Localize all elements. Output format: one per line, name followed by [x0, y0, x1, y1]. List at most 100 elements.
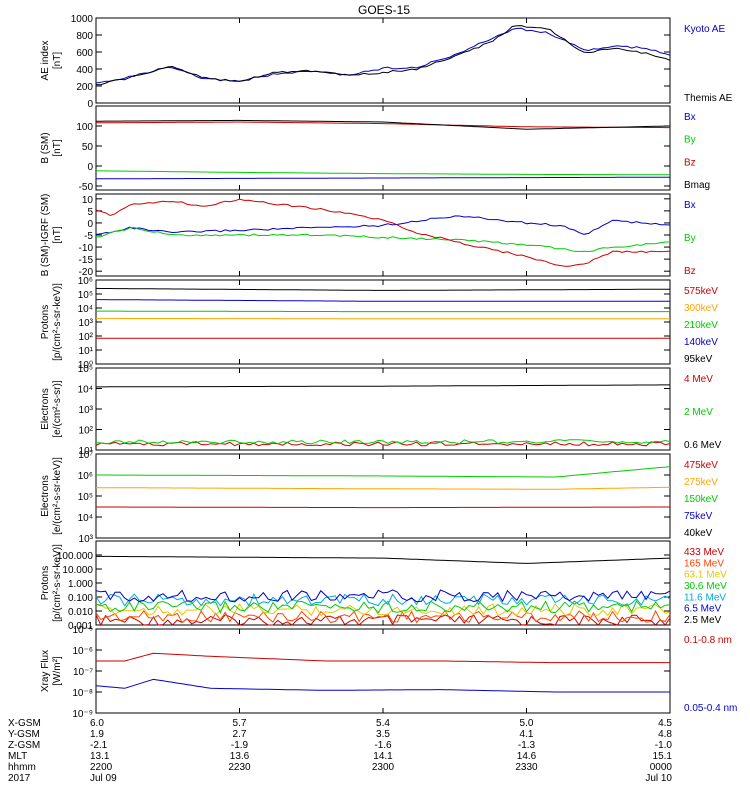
ephemeris-value: 5.7 — [233, 718, 247, 729]
series-line-11-6-mev — [95, 592, 671, 607]
ytick-label: -5 — [84, 231, 93, 242]
ytick-label: 800 — [76, 31, 93, 42]
ephemeris-value: 5.0 — [520, 718, 534, 729]
ytick-label: -10 — [79, 243, 94, 254]
ylabel: [nT] — [52, 52, 63, 69]
series-line-140kev — [96, 299, 670, 302]
legend-entry: Bz — [684, 266, 696, 277]
legend-entry: 433 MeV — [684, 547, 724, 558]
ephemeris-value: 2330 — [515, 762, 538, 773]
series-line-0-05-0-4-nm — [95, 678, 670, 693]
ytick-label: 600 — [76, 48, 93, 59]
ephemeris-value: 1.9 — [90, 729, 104, 740]
series-line-themis-ae — [95, 25, 671, 86]
legend-entry: 165 MeV — [684, 558, 724, 569]
legend-entry: Bx — [684, 112, 696, 123]
ytick-label: 10⁴ — [78, 513, 93, 524]
series-line-bx — [95, 215, 671, 235]
legend-entry: By — [684, 233, 696, 244]
panel-electrons_mag: 10¹ 10² 10³ 10⁴ 10⁵ Electrons [e/(cm²-s-sr)] 4 … — [40, 364, 722, 457]
ytick-label: 400 — [76, 65, 93, 76]
legend-entry: 0.05-0.4 nm — [684, 703, 737, 714]
ylabel: AE index — [40, 40, 51, 80]
ytick-label: 200 — [76, 82, 93, 93]
series-line-bz — [96, 121, 670, 129]
series-line-0-6-mev — [96, 384, 670, 388]
ytick-label: 10⁻⁵ — [72, 625, 93, 636]
legend-entry: Bz — [684, 157, 696, 168]
ylabel: [W/m²] — [52, 656, 63, 686]
panel-b_sm: -50 0 50 100 B (SM) [nT] Bx By Bz Bmag — [40, 105, 710, 193]
ylabel: [p/(cm²-s-sr-keV)] — [52, 544, 63, 622]
ytick-label: 10² — [79, 426, 94, 437]
ytick-label: 0.001 — [68, 621, 93, 632]
ephemeris-row-label: Z-GSM — [8, 740, 40, 751]
legend-entry: 140keV — [684, 337, 718, 348]
ytick-label: 100.000 — [57, 551, 94, 562]
legend-entry: Themis AE — [684, 93, 733, 104]
ytick-label: 0.100 — [68, 593, 93, 604]
ephemeris-value: -2.1 — [90, 740, 108, 751]
legend-entry: 75keV — [684, 511, 713, 522]
legend-entry: 11.6 MeV — [684, 592, 726, 603]
ephemeris-value: 14.1 — [373, 751, 393, 762]
ylabel: [nT] — [52, 139, 63, 156]
ytick-label: 10⁵ — [78, 492, 93, 503]
legend-entry: 95keV — [684, 354, 713, 365]
panel-protons_mag: 10⁰ 10¹ 10² 10³ 10⁴ 10⁵ 10⁶ Protons [p/(cm²-s-sr… — [40, 276, 718, 371]
legend-entry: Kyoto AE — [684, 24, 725, 35]
ytick-label: 10⁶ — [78, 276, 93, 287]
ephemeris-value: 13.6 — [230, 751, 250, 762]
ephemeris-row-label: hhmm — [8, 762, 36, 773]
ytick-label: 10⁴ — [78, 304, 93, 315]
ephemeris-value: 2230 — [228, 762, 251, 773]
panel-protons_eps: 0.001 0.010 0.100 1.000 10.000 100.000 Protons… — [40, 540, 727, 632]
ephemeris-value: 15.1 — [653, 751, 673, 762]
legend-entry: By — [684, 135, 696, 146]
plot-title: GOES-15 — [358, 3, 410, 17]
legend-entry: 0.6 MeV — [684, 440, 722, 451]
ytick-label: 50 — [82, 142, 94, 153]
ytick-label: 10⁻⁸ — [72, 688, 93, 699]
ephemeris-value: Jul 09 — [90, 773, 117, 784]
series-line-165-mev — [95, 609, 671, 624]
ytick-label: 0.010 — [68, 607, 93, 618]
series-line-150kev — [96, 466, 671, 478]
legend-entry: Bmag — [684, 180, 710, 191]
ephemeris-value: 3.5 — [376, 729, 390, 740]
series-line-bx — [96, 176, 670, 180]
ephemeris-value: 2300 — [372, 762, 395, 773]
series-line-bz — [95, 198, 671, 267]
ylabel: Protons — [40, 305, 51, 339]
legend-entry: 63.1 MeV — [684, 570, 727, 581]
legend-entry: 2 MeV — [684, 407, 713, 418]
ephemeris-value: 2200 — [90, 762, 113, 773]
ephemeris-value: 5.4 — [376, 718, 390, 729]
ytick-label: 10 — [82, 195, 94, 206]
ytick-label: 10⁰ — [78, 360, 93, 371]
ytick-label: -50 — [79, 182, 94, 193]
panel-frame — [95, 628, 671, 714]
panel-frame — [95, 17, 671, 104]
ytick-label: 10⁴ — [78, 385, 93, 396]
ephemeris-value: -1.0 — [655, 740, 673, 751]
ylabel: B (SM) — [40, 132, 51, 163]
ephemeris-row-label: 2017 — [8, 773, 31, 784]
ytick-label: 10¹ — [79, 346, 94, 357]
ephemeris-value: -1.9 — [231, 740, 249, 751]
legend-entry: 0.1-0.8 nm — [684, 635, 732, 646]
legend-entry: 475keV — [684, 460, 718, 471]
ephemeris-value: 14.6 — [517, 751, 537, 762]
panel-frame — [95, 367, 671, 451]
series-line-bmag — [96, 119, 671, 130]
legend-entry: 40keV — [684, 528, 713, 539]
ephemeris-value: 4.5 — [658, 718, 672, 729]
ytick-label: 100 — [76, 122, 93, 133]
ytick-label: 1.000 — [68, 579, 93, 590]
ylabel: [nT] — [52, 226, 63, 243]
ylabel: [e/(cm²-s-sr)] — [52, 380, 63, 437]
